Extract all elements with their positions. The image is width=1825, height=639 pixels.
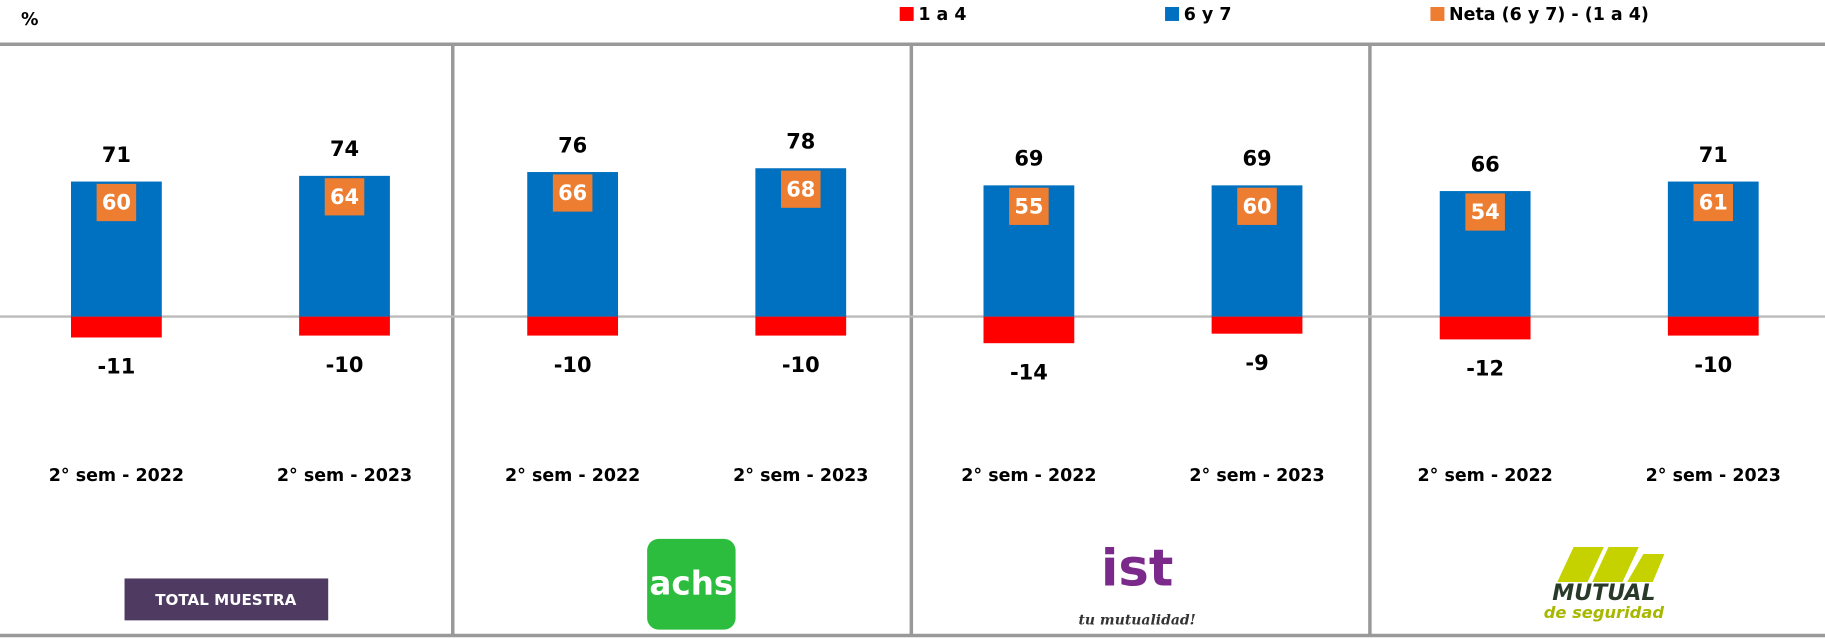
value-label: 69 <box>1242 147 1271 171</box>
value-label: 69 <box>1014 147 1043 171</box>
value-label: 71 <box>1699 143 1728 167</box>
panel-label: TOTAL MUESTRA <box>155 591 296 609</box>
net-label-box <box>552 174 593 212</box>
bar <box>299 316 390 336</box>
bar <box>527 316 619 336</box>
net-label-box <box>1237 187 1277 225</box>
value-label: 66 <box>1471 152 1500 176</box>
x-tick-label: 2° sem - 2023 <box>1646 466 1781 486</box>
net-label: 54 <box>1471 200 1500 224</box>
x-tick-label: 2° sem - 2023 <box>277 466 412 486</box>
legend-swatch <box>899 6 914 21</box>
unit-label: % <box>21 10 38 30</box>
value-label: 76 <box>558 133 587 157</box>
net-label: 68 <box>786 177 815 201</box>
value-label: -14 <box>1010 360 1048 384</box>
net-label-box <box>780 170 821 208</box>
net-label-box <box>1465 193 1505 231</box>
net-label-box <box>324 178 365 216</box>
panel-label: MUTUAL <box>1552 580 1655 606</box>
net-label: 55 <box>1014 194 1043 218</box>
net-label: 60 <box>1242 194 1271 218</box>
panel-label: ist <box>1101 538 1174 598</box>
legend-label: 1 a 4 <box>918 5 966 25</box>
value-label: -10 <box>326 353 364 377</box>
bar <box>983 316 1075 344</box>
net-label-box <box>1693 183 1734 222</box>
x-tick-label: 2° sem - 2022 <box>505 466 640 486</box>
x-tick-label: 2° sem - 2023 <box>1189 466 1324 486</box>
value-label: 78 <box>786 130 815 154</box>
panel-sublabel: tu mutualidad! <box>1078 612 1195 628</box>
legend-swatch <box>1165 6 1180 21</box>
net-label-box <box>96 183 137 222</box>
mutual-icon <box>1557 547 1665 582</box>
net-label: 66 <box>558 181 587 205</box>
bar <box>1667 316 1759 336</box>
bar <box>1211 316 1303 334</box>
net-label: 60 <box>102 191 131 215</box>
value-label: -11 <box>97 355 135 379</box>
value-label: -9 <box>1245 351 1268 375</box>
value-label: 71 <box>102 143 131 167</box>
value-label: 74 <box>330 137 359 161</box>
bar <box>755 316 847 336</box>
value-label: -12 <box>1466 357 1504 381</box>
x-tick-label: 2° sem - 2023 <box>733 466 868 486</box>
net-label: 61 <box>1699 191 1728 215</box>
bar <box>70 316 162 338</box>
panel-label: achs <box>649 564 733 602</box>
panel-sublabel: de seguridad <box>1544 603 1665 622</box>
x-tick-label: 2° sem - 2022 <box>49 466 184 486</box>
total-badge <box>124 578 329 621</box>
bar <box>1439 316 1531 340</box>
legend-label: Neta (6 y 7) - (1 a 4) <box>1449 5 1649 25</box>
net-label: 64 <box>330 185 359 209</box>
x-tick-label: 2° sem - 2022 <box>1418 466 1553 486</box>
value-label: -10 <box>782 353 820 377</box>
legend-swatch <box>1430 6 1445 21</box>
value-label: -10 <box>554 353 592 377</box>
x-tick-label: 2° sem - 2022 <box>961 466 1096 486</box>
value-label: -10 <box>1694 353 1732 377</box>
legend-label: 6 y 7 <box>1184 5 1232 25</box>
net-label-box <box>1009 187 1049 225</box>
achs-logo <box>647 538 736 630</box>
